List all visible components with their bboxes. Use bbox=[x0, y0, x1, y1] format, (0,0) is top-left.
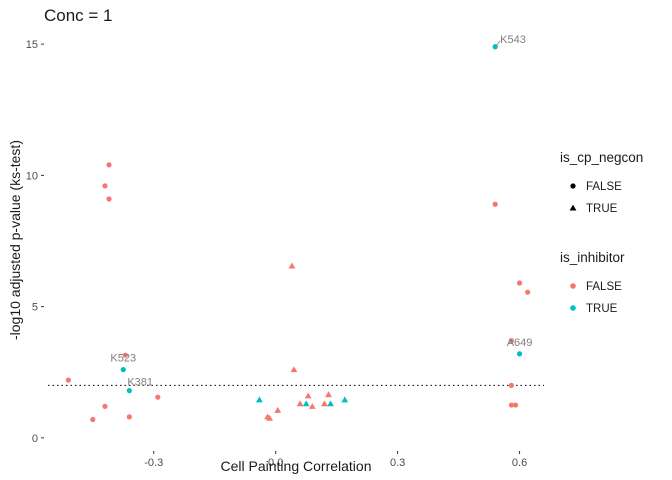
chart-title: Conc = 1 bbox=[44, 6, 113, 25]
data-point-triangle bbox=[274, 406, 282, 413]
legend-title: is_inhibitor bbox=[560, 250, 625, 265]
data-point bbox=[508, 382, 515, 388]
data-point bbox=[106, 162, 112, 168]
data-point-triangle bbox=[327, 400, 334, 407]
data-point bbox=[65, 377, 71, 383]
data-point-triangle bbox=[290, 366, 298, 373]
legend-label: TRUE bbox=[586, 203, 618, 215]
legend-key-color bbox=[570, 283, 576, 289]
data-point bbox=[525, 289, 531, 295]
point-annotation: K523 bbox=[110, 353, 136, 365]
legend-key-triangle bbox=[569, 204, 577, 211]
x-tick-label: 0.3 bbox=[390, 457, 405, 469]
y-axis-title: -log10 adjusted p-value (ks-test) bbox=[7, 140, 23, 340]
data-point bbox=[492, 201, 498, 207]
point-annotation: K381 bbox=[127, 377, 153, 389]
data-point bbox=[90, 416, 96, 423]
legend-title: is_cp_negcon bbox=[560, 150, 643, 165]
y-tick-label: 10 bbox=[26, 170, 38, 182]
x-tick-label: -0.3 bbox=[144, 457, 163, 469]
y-tick-label: 0 bbox=[32, 433, 38, 445]
data-point-triangle bbox=[304, 392, 312, 399]
data-point bbox=[516, 351, 523, 357]
data-point-triangle bbox=[308, 402, 316, 409]
data-point-triangle bbox=[325, 391, 332, 398]
data-point bbox=[102, 403, 108, 409]
annotation-leader bbox=[495, 40, 501, 46]
legend: is_cp_negcon FALSE TRUE is_inhibitor FALSE TR… bbox=[560, 150, 643, 315]
data-point-triangle bbox=[266, 414, 273, 421]
x-tick-label: 0.6 bbox=[512, 457, 527, 469]
data-point-triangle bbox=[256, 396, 263, 403]
legend-label: FALSE bbox=[586, 281, 622, 293]
data-point-triangle bbox=[302, 400, 310, 407]
data-point bbox=[516, 280, 523, 286]
data-point-triangle bbox=[288, 262, 296, 269]
x-axis-title: Cell Painting Correlation bbox=[221, 458, 372, 474]
legend-key-circle bbox=[570, 183, 576, 189]
data-point bbox=[508, 402, 515, 408]
data-point bbox=[508, 338, 515, 344]
legend-key-color bbox=[570, 305, 576, 311]
data-point bbox=[106, 196, 112, 202]
data-point-triangle bbox=[321, 400, 328, 407]
data-point bbox=[155, 394, 161, 400]
legend-label: TRUE bbox=[586, 303, 618, 315]
data-point bbox=[102, 183, 108, 189]
plot-area: K543 A649 K523 K381 bbox=[48, 34, 544, 423]
data-point bbox=[126, 414, 132, 420]
y-axis: 0 5 10 15 bbox=[26, 39, 44, 445]
data-point bbox=[120, 367, 126, 373]
x-tick-label: 0.0 bbox=[268, 457, 283, 469]
data-point bbox=[512, 402, 519, 408]
data-point bbox=[126, 388, 132, 394]
point-annotation: A649 bbox=[507, 337, 533, 349]
data-point-triangle bbox=[296, 400, 304, 407]
point-annotation: K543 bbox=[500, 34, 526, 46]
data-point bbox=[122, 352, 128, 358]
data-point-triangle bbox=[341, 396, 349, 403]
y-tick-label: 5 bbox=[32, 302, 38, 314]
legend-label: FALSE bbox=[586, 181, 622, 193]
y-tick-label: 15 bbox=[26, 39, 38, 51]
x-axis: -0.3 0.0 0.3 0.6 bbox=[144, 451, 527, 469]
